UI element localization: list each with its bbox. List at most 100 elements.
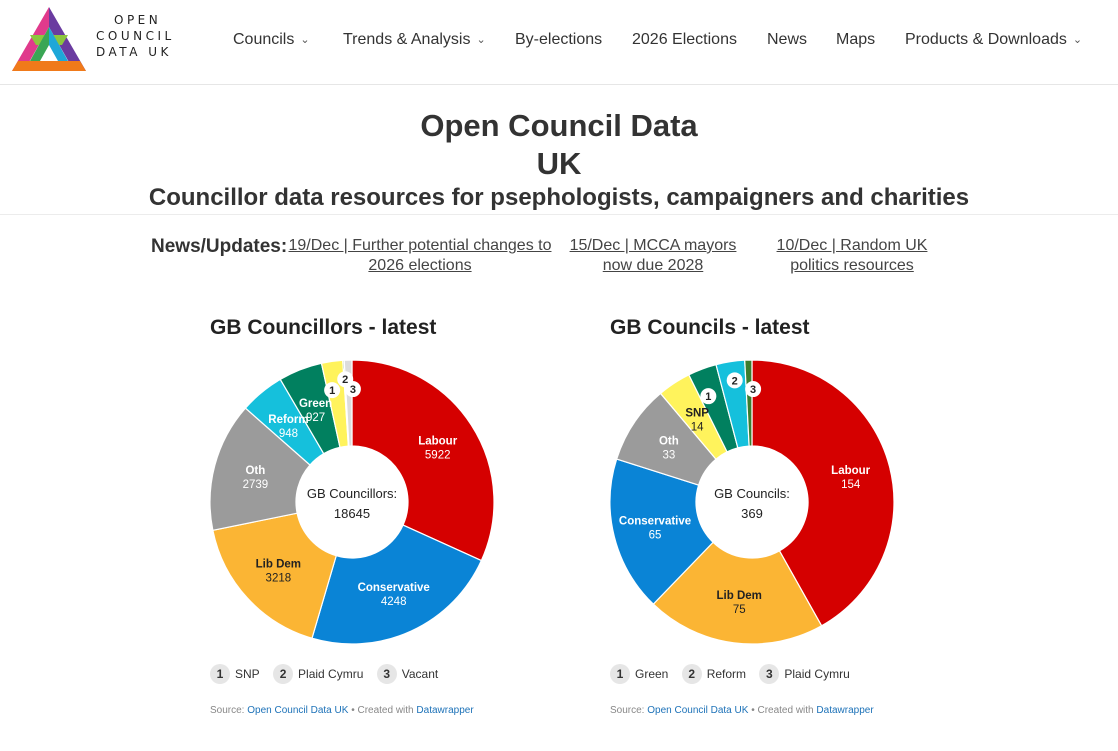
legend-item: 3 Plaid Cymru [759,664,850,684]
center-value: 369 [741,506,763,521]
legend-item: 2 Plaid Cymru [273,664,363,684]
nav-news[interactable]: News [767,31,807,49]
councillors-legend: 1 SNP 2 Plaid Cymru 3 Vacant [210,664,448,686]
nav-label: 2026 Elections [632,31,737,48]
source-prefix: Source: [210,705,248,716]
center-label: GB Councillors: [307,486,397,501]
legend-label: Plaid Cymru [784,667,850,681]
slice-value: 4248 [381,596,407,608]
source-link[interactable]: Open Council Data UK [247,705,349,716]
slice-plaid-cymru[interactable] [744,359,753,447]
slice-value: 3218 [266,573,292,585]
nav-label: By-elections [515,31,603,48]
slice-badge-1: 1 [700,388,717,405]
slice-label: Conservative [619,516,691,528]
svg-text:2: 2 [342,374,348,386]
logo-icon[interactable] [10,5,88,73]
slice-value: 154 [841,479,861,491]
slice-value: 2739 [243,479,269,491]
nav-products-downloads[interactable]: Products & Downloads ⌄ [905,31,1082,49]
news-link-line: 2026 elections [368,257,472,274]
created-with: • Created with [348,705,417,716]
slice-badge-2: 2 [726,372,743,389]
legend-item: 1 Green [610,664,668,684]
slice-label: Oth [245,465,265,477]
page-title-line2: UK [536,146,582,181]
legend-item: 3 Vacant [376,664,439,684]
svg-text:2: 2 [732,375,738,387]
slice-lib-dem[interactable] [212,512,337,639]
source-prefix: Source: [610,705,648,716]
logo-text[interactable]: OPEN COUNCIL DATA UK [96,12,175,60]
main-nav: Councils ⌄ Trends & Analysis ⌄ By-election… [230,31,1118,53]
nav-label: Products & Downloads [905,31,1067,48]
site-header: OPEN COUNCIL DATA UK Councils ⌄ Trends & … [0,0,1118,85]
page-title: Open Council Data [420,108,698,143]
nav-2026-elections[interactable]: 2026 Elections [632,31,737,49]
slice-label: Conservative [358,582,430,594]
slice-labour[interactable] [751,359,895,627]
councils-legend: 1 Green 2 Reform 3 Plaid Cymru [610,664,860,686]
legend-item: 2 Reform [681,664,747,684]
news-link-2[interactable]: 15/Dec | MCCA mayors now due 2028 [565,236,741,276]
chevron-down-icon: ⌄ [300,34,310,46]
created-with: • Created with [748,705,817,716]
logo-line: DATA UK [96,45,172,59]
legend-label: Green [635,667,669,681]
slice-value: 5922 [425,450,451,462]
legend-num: 2 [273,664,294,684]
legend-label: Vacant [401,667,439,681]
slice-value: 927 [306,412,325,424]
datawrapper-link[interactable]: Datawrapper [416,705,474,716]
slice-value: 948 [279,428,298,440]
nav-label: News [767,31,808,48]
news-link-line: 15/Dec | MCCA mayors [569,237,737,254]
news-link-1[interactable]: 19/Dec | Further potential changes to 20… [287,236,553,276]
slice-lib-dem[interactable] [652,541,823,645]
legend-item: 1 SNP [210,664,260,684]
slice-conservative[interactable] [609,458,714,605]
center-label: GB Councils: [714,486,790,501]
nav-councils[interactable]: Councils ⌄ [233,31,310,49]
nav-maps[interactable]: Maps [836,31,875,49]
chart-title-councils: GB Councils - latest [610,316,810,339]
slice-label: Labour [831,465,870,477]
nav-trends-analysis[interactable]: Trends & Analysis ⌄ [343,31,486,49]
councillors-donut-chart: Labour 5922 Conservative 4248 Lib Dem 3218 Oth… [209,359,495,645]
nav-by-elections[interactable]: By-elections [515,31,602,49]
news-label: News/Updates: [151,236,288,257]
svg-text:1: 1 [705,391,711,403]
page-subtitle: Councillor data resources for psephologi… [148,184,970,211]
legend-label: Plaid Cymru [298,667,364,681]
nav-label: Councils [233,31,295,48]
slice-oth[interactable] [209,407,311,532]
councils-source: Source: Open Council Data UK • Created w… [610,705,874,716]
councils-donut-chart: Labour 154 Lib Dem 75 Conservative 65 Oth 33 SNP… [609,359,895,645]
news-link-3[interactable]: 10/Dec | Random UK politics resources [772,236,932,276]
slice-badge-3: 3 [745,381,762,398]
divider [0,214,1118,215]
center-value: 18645 [334,506,370,521]
logo-line: COUNCIL [96,29,175,43]
legend-label: SNP [235,667,260,681]
slice-label: Labour [418,436,457,448]
news-link-line: 19/Dec | Further potential changes to [288,237,552,254]
source-link[interactable]: Open Council Data UK [647,705,749,716]
legend-label: Reform [706,667,747,681]
legend-num: 2 [681,664,702,684]
nav-label: Trends & Analysis [343,31,471,48]
slice-value: 65 [649,530,662,542]
news-link-line: 10/Dec | Random UK [776,237,928,254]
slice-value: 33 [662,449,675,461]
legend-num: 1 [210,664,230,684]
news-link-line: now due 2028 [602,257,704,274]
slice-conservative[interactable] [311,524,483,645]
datawrapper-link[interactable]: Datawrapper [816,705,874,716]
slice-labour[interactable] [351,359,495,562]
slice-label: Oth [659,435,679,447]
logo-line: OPEN [114,13,162,27]
slice-value: 75 [733,604,746,616]
svg-text:3: 3 [350,384,356,396]
slice-value: 14 [691,421,704,433]
chevron-down-icon: ⌄ [476,34,486,46]
